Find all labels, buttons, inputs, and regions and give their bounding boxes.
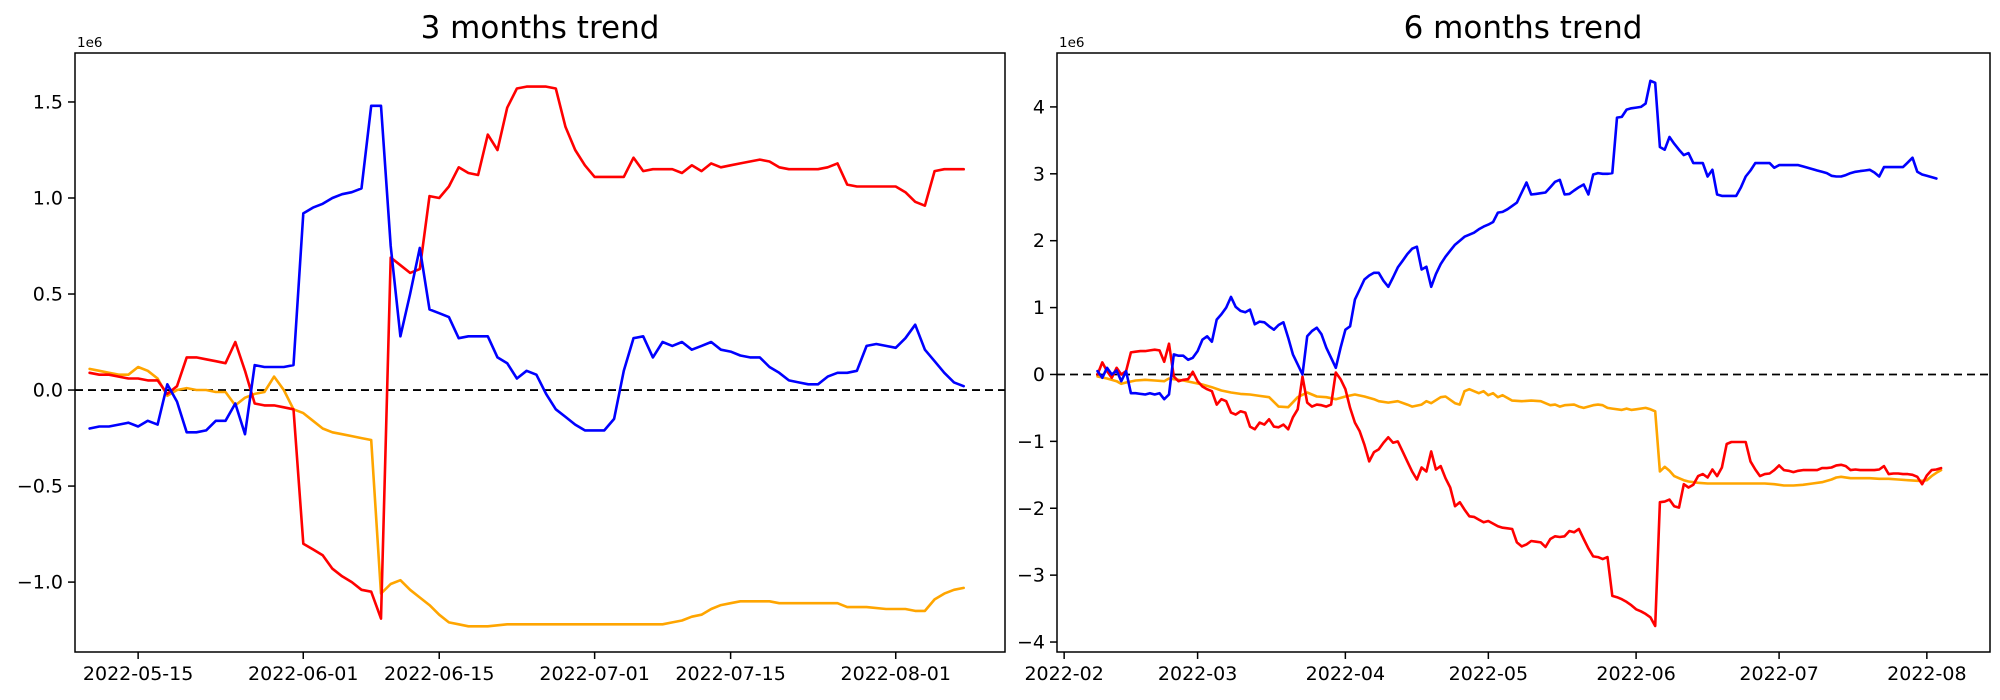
x-tick-label: 2022-03 (1158, 663, 1237, 685)
series-line-blue (1096, 79, 1938, 401)
x-tick-label: 2022-07-15 (675, 663, 785, 685)
y-tick-label: 0 (1033, 364, 1045, 386)
y-tick-label: −3 (1017, 565, 1045, 587)
y-tick-label: 3 (1033, 163, 1045, 185)
y-axis-offset-label-left: 1e6 (77, 35, 102, 51)
y-tick-label: 1.0 (33, 187, 63, 209)
x-tick-label: 2022-06 (1596, 663, 1675, 685)
x-tick-label: 2022-07 (1739, 663, 1818, 685)
x-tick-label: 2022-06-15 (384, 663, 494, 685)
y-tick-label: 0.5 (33, 284, 63, 306)
series-line-red (88, 85, 966, 620)
x-tick-label: 2022-06-01 (248, 663, 358, 685)
series-line-blue (88, 104, 966, 436)
chart-title-left: 3 months trend (421, 10, 660, 46)
x-tick-label: 2022-07-01 (539, 663, 649, 685)
y-axis-offset-label-right: 1e6 (1059, 35, 1084, 51)
series-line-orange (1096, 375, 1943, 487)
series-line-orange (88, 365, 966, 628)
axes-spines (1056, 52, 1991, 653)
y-tick-label: 2 (1033, 230, 1045, 252)
x-tick-label: 2022-02 (1024, 663, 1103, 685)
y-tick-label: 1.5 (33, 91, 63, 113)
x-tick-label: 2022-05 (1449, 663, 1528, 685)
y-tick-label: −1.0 (17, 572, 63, 594)
x-tick-label: 2022-08 (1887, 663, 1966, 685)
y-tick-label: 4 (1033, 96, 1045, 118)
y-tick-label: −0.5 (17, 476, 63, 498)
axes-spines (74, 52, 1006, 653)
y-tick-label: 1 (1033, 297, 1045, 319)
plot-area-left: 2022-05-15 2022-06-01 2022-06-15 2022-07-01… (17, 52, 1006, 685)
y-tick-label: −4 (1017, 632, 1045, 654)
y-tick-label: 0.0 (33, 380, 63, 402)
y-tick-label: −2 (1017, 498, 1045, 520)
chart-3-months-trend: 3 months trend 1e6 2022-05-15 2022-06-01 2… (17, 10, 1006, 685)
series-line-red (1096, 342, 1943, 628)
x-tick-label: 2022-04 (1306, 663, 1385, 685)
x-tick-label: 2022-05-15 (83, 663, 193, 685)
chart-6-months-trend: 6 months trend 1e6 2022-02 2022-03 2022-04… (1017, 10, 1991, 685)
x-tick-label: 2022-08-01 (841, 663, 951, 685)
plot-area-right: 2022-02 2022-03 2022-04 2022-05 2022-06 2022-… (1017, 52, 1991, 685)
chart-title-right: 6 months trend (1404, 10, 1643, 46)
y-tick-label: −1 (1017, 431, 1045, 453)
